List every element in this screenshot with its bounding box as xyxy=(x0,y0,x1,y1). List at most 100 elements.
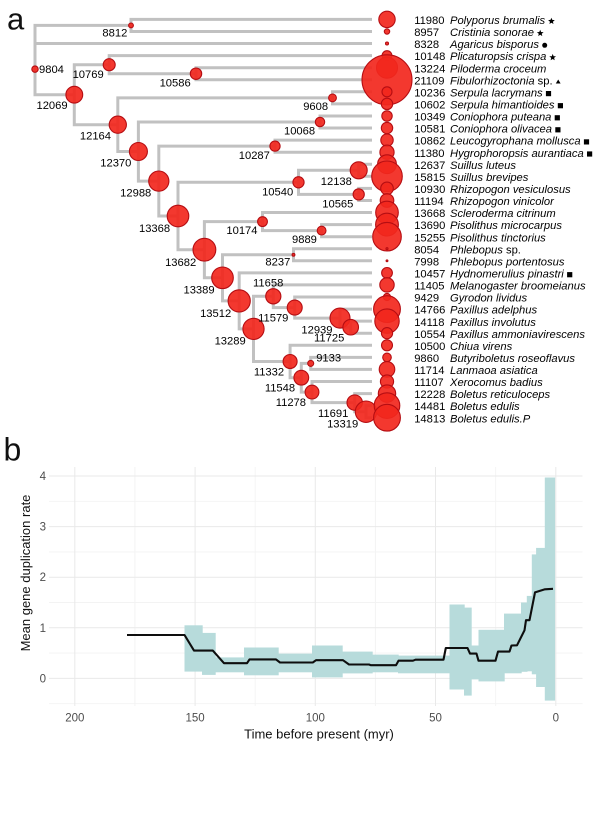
svg-text:Coniophora olivacea: Coniophora olivacea xyxy=(450,124,552,136)
svg-text:12228: 12228 xyxy=(414,389,445,401)
svg-text:Boletus edulis.P: Boletus edulis.P xyxy=(450,413,531,425)
svg-text:a: a xyxy=(7,2,25,37)
svg-text:10287: 10287 xyxy=(239,150,270,162)
svg-text:11980: 11980 xyxy=(414,15,444,27)
svg-text:9889: 9889 xyxy=(292,234,317,246)
svg-text:9133: 9133 xyxy=(316,352,341,364)
svg-text:4: 4 xyxy=(40,471,47,483)
svg-text:3: 3 xyxy=(40,522,46,534)
svg-text:12138: 12138 xyxy=(321,176,352,188)
svg-text:13682: 13682 xyxy=(165,257,196,269)
svg-text:9804: 9804 xyxy=(39,64,64,76)
svg-text:Butyriboletus roseoflavus: Butyriboletus roseoflavus xyxy=(450,353,575,365)
svg-text:Chiua virens: Chiua virens xyxy=(450,341,513,353)
svg-text:10174: 10174 xyxy=(226,225,257,237)
svg-text:15815: 15815 xyxy=(414,172,445,184)
svg-text:Time before present (myr): Time before present (myr) xyxy=(244,727,394,742)
svg-text:10148: 10148 xyxy=(414,51,445,63)
svg-text:Plicaturopsis crispa: Plicaturopsis crispa xyxy=(450,51,546,63)
svg-text:10349: 10349 xyxy=(414,112,445,124)
svg-text:10236: 10236 xyxy=(414,87,445,99)
svg-text:13389: 13389 xyxy=(183,285,214,297)
svg-text:Rhizopogon vinicolor: Rhizopogon vinicolor xyxy=(450,196,555,208)
svg-text:50: 50 xyxy=(429,713,442,725)
svg-text:9608: 9608 xyxy=(303,101,328,113)
svg-text:b: b xyxy=(4,432,22,468)
svg-text:13668: 13668 xyxy=(414,208,445,220)
svg-text:Melanogaster broomeianus: Melanogaster broomeianus xyxy=(450,281,586,293)
svg-text:Gyrodon lividus: Gyrodon lividus xyxy=(450,293,528,305)
svg-text:15255: 15255 xyxy=(414,232,445,244)
svg-text:10602: 10602 xyxy=(414,100,445,112)
svg-text:11405: 11405 xyxy=(414,281,444,293)
svg-text:Serpula lacrymans: Serpula lacrymans xyxy=(450,87,543,99)
svg-text:8328: 8328 xyxy=(414,39,439,51)
svg-text:12164: 12164 xyxy=(80,130,111,142)
svg-text:11691: 11691 xyxy=(318,408,348,420)
svg-text:Scleroderma citrinum: Scleroderma citrinum xyxy=(450,208,556,220)
svg-text:11658: 11658 xyxy=(253,277,283,289)
svg-text:14766: 14766 xyxy=(414,305,445,317)
svg-text:Cristinia sonorae: Cristinia sonorae xyxy=(450,27,534,39)
svg-text:11107: 11107 xyxy=(414,377,443,389)
svg-text:11194: 11194 xyxy=(414,196,443,208)
svg-text:Fibulorhizoctonia sp.: Fibulorhizoctonia sp. xyxy=(450,75,553,87)
svg-text:10457: 10457 xyxy=(414,269,445,281)
svg-text:0: 0 xyxy=(40,673,46,685)
svg-text:200: 200 xyxy=(65,713,84,725)
svg-text:11548: 11548 xyxy=(265,383,295,395)
svg-text:Suillus brevipes: Suillus brevipes xyxy=(450,172,529,184)
svg-text:13690: 13690 xyxy=(414,220,445,232)
svg-text:13368: 13368 xyxy=(139,223,170,235)
svg-text:10769: 10769 xyxy=(73,69,104,81)
svg-text:Boletus reticuloceps: Boletus reticuloceps xyxy=(450,389,551,401)
svg-text:14813: 14813 xyxy=(414,413,445,425)
svg-text:13512: 13512 xyxy=(200,308,231,320)
svg-text:10581: 10581 xyxy=(414,124,445,136)
svg-text:8237: 8237 xyxy=(265,256,290,268)
svg-text:0: 0 xyxy=(553,713,559,725)
svg-text:11579: 11579 xyxy=(258,313,288,325)
svg-text:12939: 12939 xyxy=(301,325,332,337)
svg-text:14481: 14481 xyxy=(414,401,445,413)
svg-text:10565: 10565 xyxy=(322,198,353,210)
svg-text:10554: 10554 xyxy=(414,329,445,341)
svg-text:13224: 13224 xyxy=(414,63,445,75)
svg-text:Pisolithus microcarpus: Pisolithus microcarpus xyxy=(450,220,562,232)
svg-text:13319: 13319 xyxy=(327,419,358,431)
svg-text:11714: 11714 xyxy=(414,365,444,377)
svg-text:11380: 11380 xyxy=(414,148,444,160)
svg-text:8812: 8812 xyxy=(102,28,127,40)
svg-text:14118: 14118 xyxy=(414,317,444,329)
svg-text:1: 1 xyxy=(40,623,46,635)
svg-text:9429: 9429 xyxy=(414,293,439,305)
svg-text:8957: 8957 xyxy=(414,27,439,39)
svg-text:7998: 7998 xyxy=(414,256,439,268)
svg-text:Leucogyrophana mollusca: Leucogyrophana mollusca xyxy=(450,136,581,148)
svg-text:Boletus edulis: Boletus edulis xyxy=(450,401,520,413)
svg-text:Coniophora puteana: Coniophora puteana xyxy=(450,112,551,124)
svg-text:11725: 11725 xyxy=(314,332,344,344)
svg-text:8054: 8054 xyxy=(414,244,439,256)
svg-text:Serpula himantioides: Serpula himantioides xyxy=(450,100,555,112)
svg-text:Rhizopogon vesiculosus: Rhizopogon vesiculosus xyxy=(450,184,571,196)
svg-text:Phlebopus sp.: Phlebopus sp. xyxy=(450,244,521,256)
svg-text:12069: 12069 xyxy=(36,100,67,112)
svg-text:Phlebopus portentosus: Phlebopus portentosus xyxy=(450,256,565,268)
svg-text:11332: 11332 xyxy=(254,366,284,378)
svg-text:Agaricus bisporus: Agaricus bisporus xyxy=(449,39,539,51)
svg-text:10586: 10586 xyxy=(160,78,191,90)
svg-text:10540: 10540 xyxy=(262,186,293,198)
svg-text:Paxillus ammoniavirescens: Paxillus ammoniavirescens xyxy=(450,329,585,341)
svg-text:Lanmaoa asiatica: Lanmaoa asiatica xyxy=(450,365,538,377)
svg-text:10068: 10068 xyxy=(284,126,315,138)
svg-text:2: 2 xyxy=(40,572,46,584)
svg-text:10500: 10500 xyxy=(414,341,445,353)
svg-text:Paxillus involutus: Paxillus involutus xyxy=(450,317,536,329)
svg-text:11278: 11278 xyxy=(276,397,306,409)
svg-text:10930: 10930 xyxy=(414,184,445,196)
svg-text:Mean gene duplication rate: Mean gene duplication rate xyxy=(18,495,33,652)
svg-text:Hygrophoropsis aurantiaca: Hygrophoropsis aurantiaca xyxy=(450,148,584,160)
svg-text:Hydnomerulius pinastri: Hydnomerulius pinastri xyxy=(450,269,564,281)
svg-text:21109: 21109 xyxy=(414,75,444,87)
